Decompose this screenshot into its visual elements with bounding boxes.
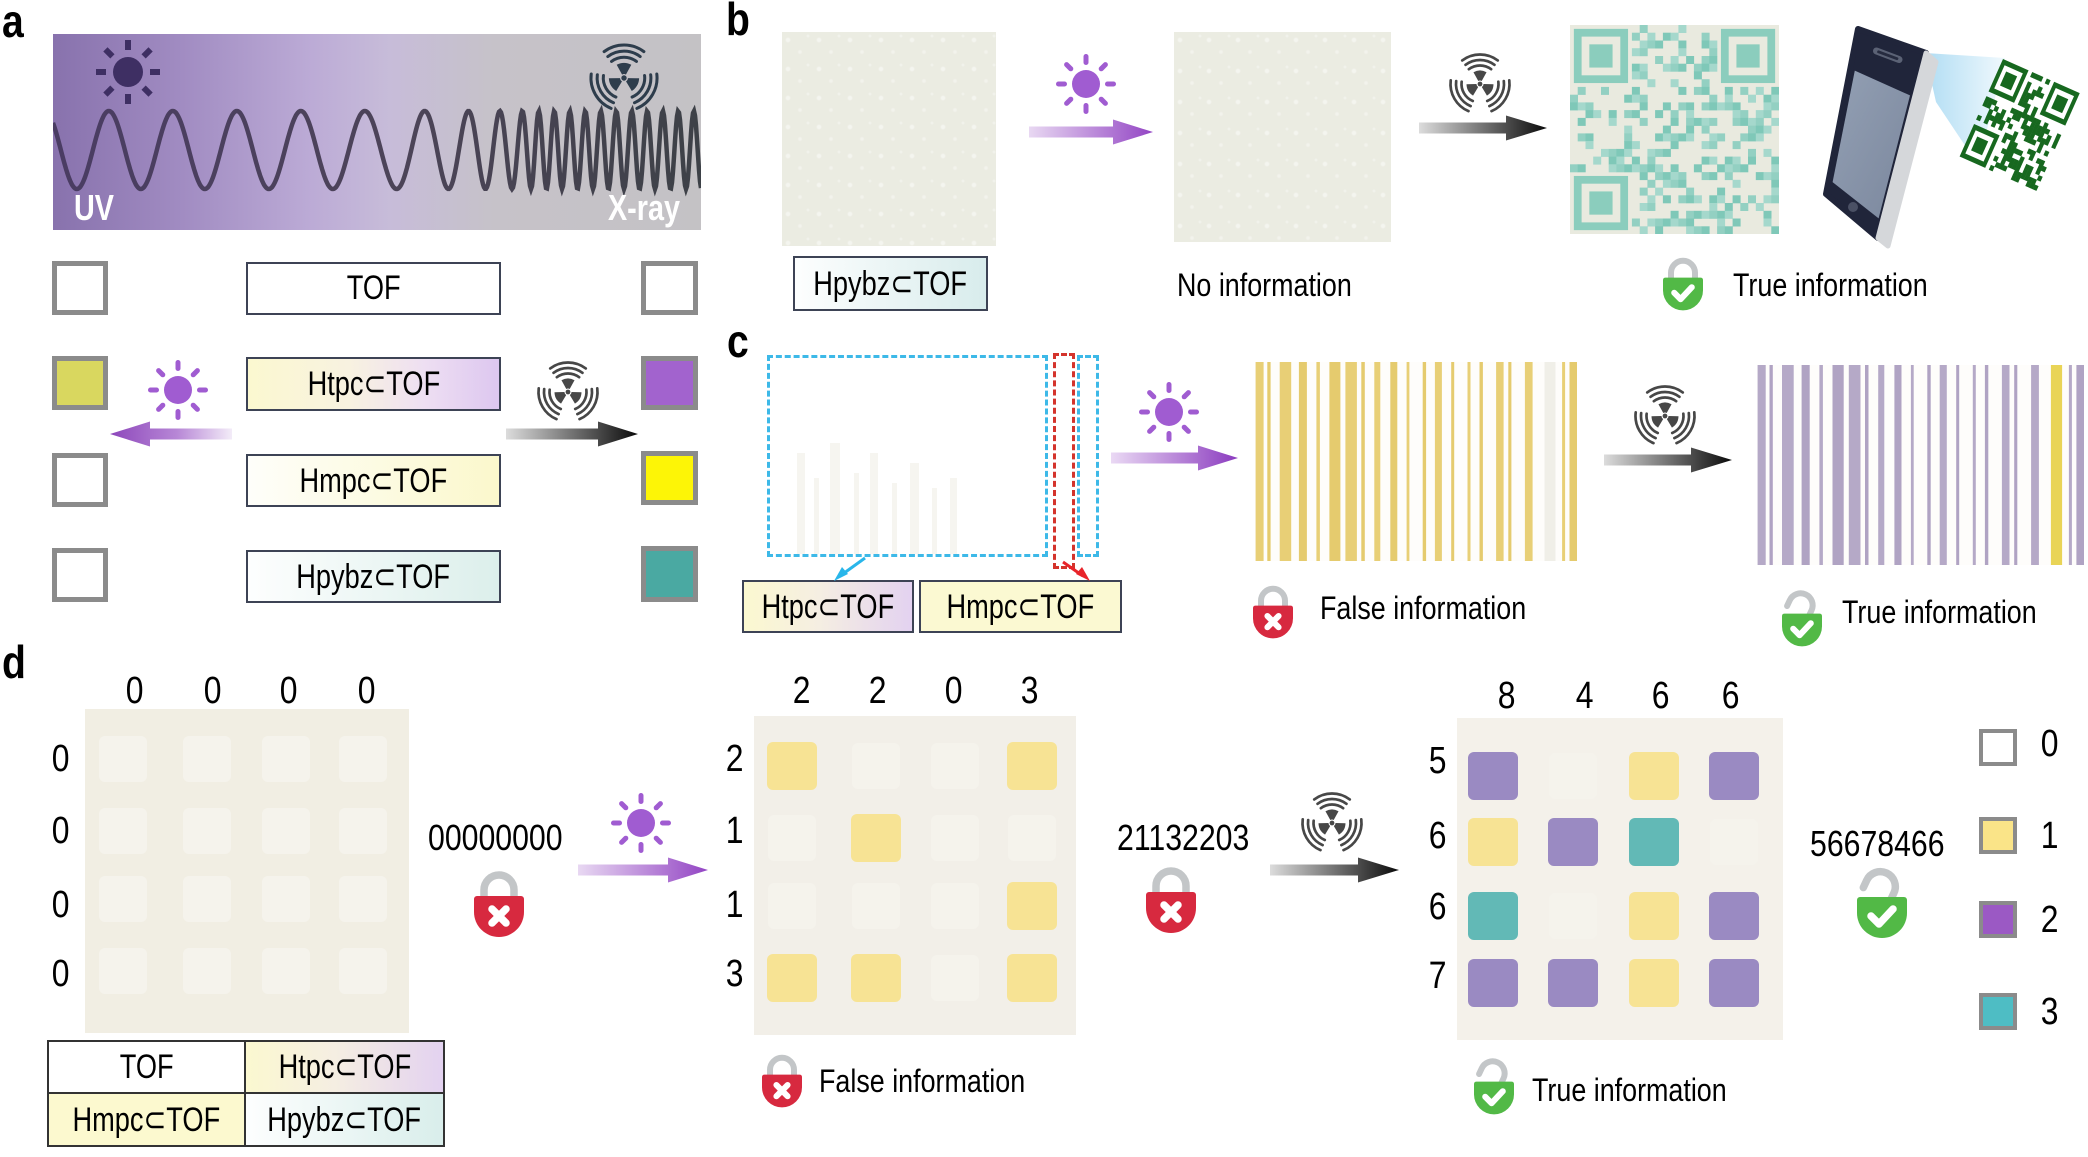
svg-text:X-ray: X-ray xyxy=(608,187,680,228)
svg-text:UV: UV xyxy=(74,187,114,228)
